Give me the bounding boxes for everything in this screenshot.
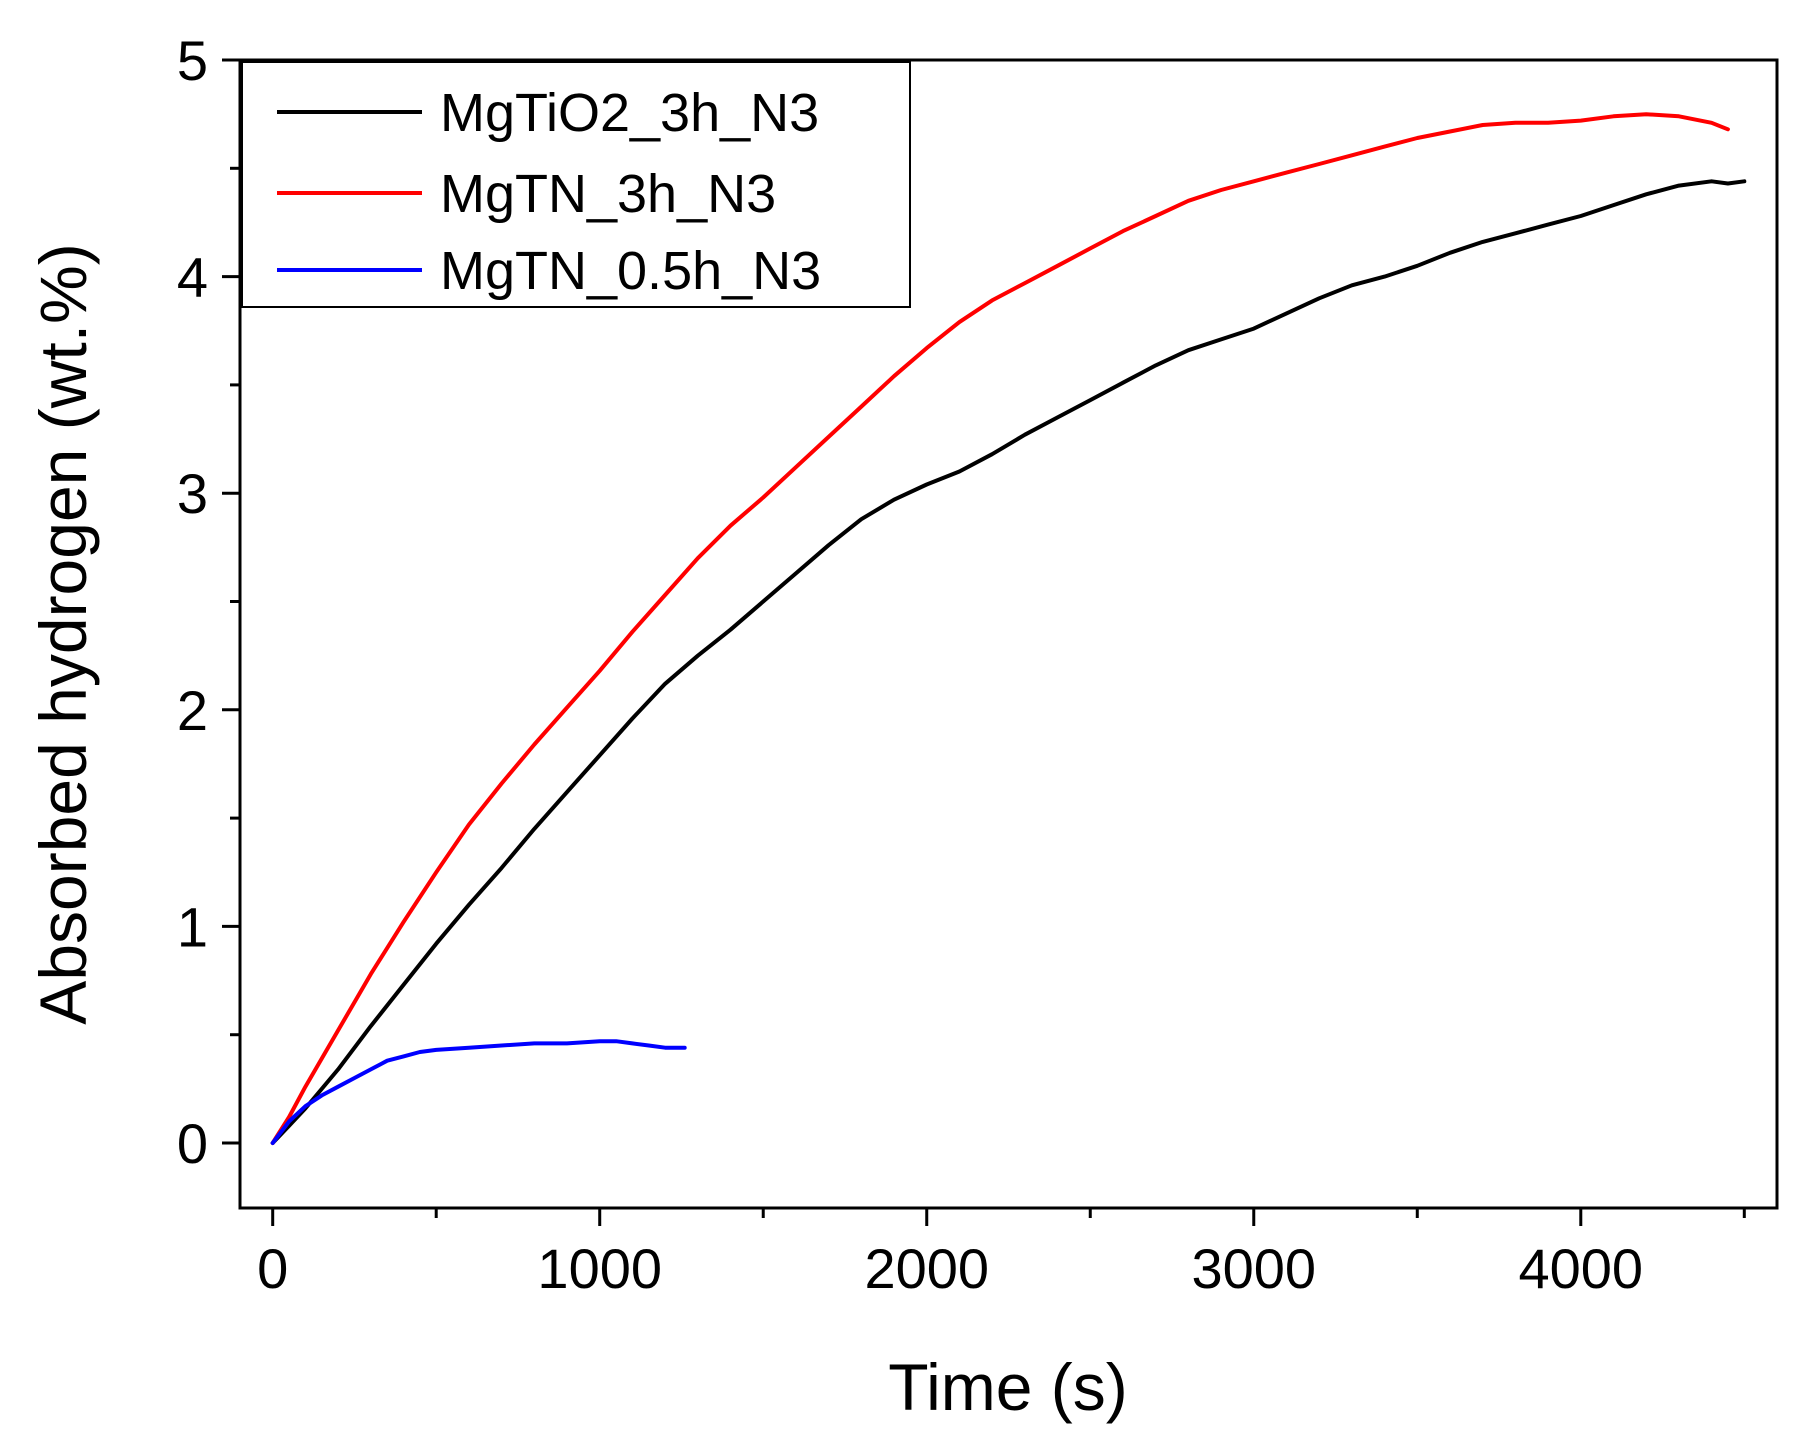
y-tick-label: 4 [177,246,208,309]
y-tick-label: 2 [177,679,208,742]
legend-label-mgtn-0-5h-n3: MgTN_0.5h_N3 [440,241,821,301]
series-line-mgtn-3h-n3 [270,112,1730,1145]
legend-label-mgtn-3h-n3: MgTN_3h_N3 [440,164,776,224]
axis-ticks: 0 1000 2000 3000 4000 0 1 2 3 4 5 [177,29,1746,1300]
y-tick-label: 1 [177,895,208,958]
y-tick-label: 0 [177,1112,208,1175]
x-tick-label: 1000 [537,1237,662,1300]
series-line-mgtn-0-5h-n3 [270,1039,687,1145]
y-axis-title: Absorbed hydrogen (wt.%) [26,243,100,1024]
plot-frame [238,58,1779,1210]
y-tick-label: 5 [177,29,208,92]
x-tick-label: 4000 [1518,1237,1643,1300]
series-line-mgtio2-3h-n3 [270,179,1747,1145]
legend: MgTiO2_3h_N3 MgTN_3h_N3 MgTN_0.5h_N3 [241,61,911,308]
series-layer [270,112,1747,1145]
x-tick-label: 0 [257,1237,288,1300]
x-tick-label: 3000 [1191,1237,1316,1300]
y-tick-label: 3 [177,462,208,525]
legend-label-mgtio2-3h-n3: MgTiO2_3h_N3 [440,83,819,143]
x-tick-label: 2000 [864,1237,989,1300]
x-axis-title: Time (s) [888,1350,1128,1424]
legend-box [241,61,911,308]
